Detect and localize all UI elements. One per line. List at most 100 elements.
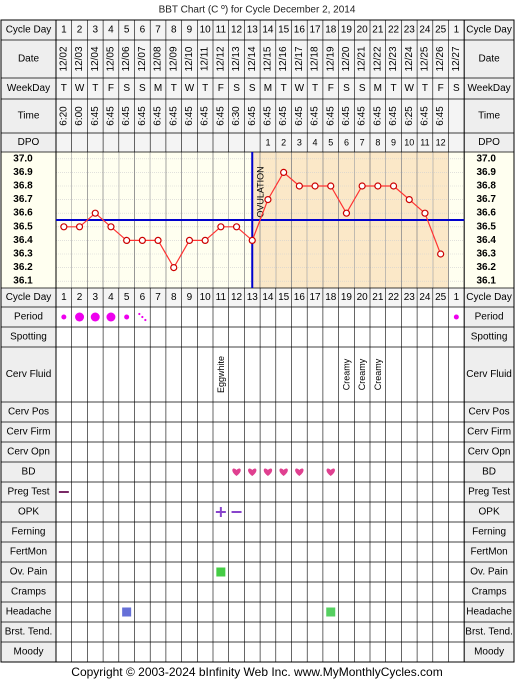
date-cell: 12/11 <box>200 46 211 71</box>
temperature-point <box>107 223 115 231</box>
temperature-point <box>232 223 241 231</box>
cycle-day-cell-bottom: 3 <box>92 292 98 303</box>
cycle-day-cell: 15 <box>278 25 290 36</box>
row-label-bg-right <box>464 402 514 422</box>
temperature-point <box>123 236 131 244</box>
time-cell: 6:45 <box>168 106 179 126</box>
cycle-day-cell: 18 <box>325 25 337 36</box>
cycle-day-cell: 2 <box>77 25 83 36</box>
date-cell: 12/04 <box>90 46 101 71</box>
dpo-cell: 4 <box>313 138 318 148</box>
date-cell: 12/02 <box>58 46 69 71</box>
temp-label-left: 37.0 <box>13 153 33 164</box>
date-cell: 12/24 <box>404 46 415 71</box>
date-cell: 12/05 <box>105 46 116 71</box>
date-cell: 12/23 <box>388 46 399 71</box>
row-label-bg-right <box>464 133 514 152</box>
period-dot <box>75 312 85 322</box>
row-label-headache: Headache <box>6 607 52 618</box>
row-label-period: Period <box>14 312 43 323</box>
cycle-day-cell-bottom: 1 <box>454 292 460 303</box>
temp-label-right: 36.4 <box>476 235 496 246</box>
time-cell: 6:25 <box>404 106 415 126</box>
temp-label-right: 36.3 <box>476 249 496 260</box>
row-label-cycle-day-right: Cycle Day <box>466 292 512 303</box>
row-label-bg-left <box>1 502 56 522</box>
row-label-cerv-opn-right: Cerv Opn <box>468 447 511 458</box>
temperature-point <box>358 182 366 190</box>
row-label-bg-left <box>1 99 56 133</box>
cycle-day-cell: 22 <box>388 25 400 36</box>
cycle-day-cell: 1 <box>61 25 67 36</box>
time-cell: 6:45 <box>137 106 148 126</box>
row-label-bg-left <box>1 347 56 402</box>
row-label-bg-left <box>1 542 56 562</box>
date-cell: 12/19 <box>325 46 336 71</box>
heart-icon <box>232 468 241 476</box>
time-cell: 6:45 <box>200 106 211 126</box>
heart-icon <box>295 468 304 476</box>
row-label-cycle-day: Cycle Day <box>6 292 52 303</box>
date-cell: 12/07 <box>137 46 148 71</box>
weekday-cell: F <box>438 83 444 94</box>
time-cell: 6:45 <box>105 106 116 126</box>
cycle-day-cell: 8 <box>171 25 177 36</box>
temp-label-left: 36.3 <box>13 249 33 260</box>
temperature-point <box>311 182 319 190</box>
row-label-bg-left <box>1 327 56 347</box>
dpo-cell: 5 <box>328 138 333 148</box>
cycle-day-cell: 7 <box>155 25 161 36</box>
spotting-dot <box>141 315 144 319</box>
temp-label-right: 36.8 <box>476 181 496 192</box>
dpo-cell: 6 <box>344 138 349 148</box>
row-label-fertmon: FertMon <box>10 547 47 558</box>
temp-label-right: 36.9 <box>476 167 496 178</box>
cerv-fluid-cell: Eggwhite <box>216 356 226 393</box>
cycle-day-cell-bottom: 4 <box>108 292 114 303</box>
row-label-date-right: Date <box>479 54 501 65</box>
temp-label-left: 36.2 <box>13 262 33 273</box>
ov-pain-marker <box>216 567 226 577</box>
cycle-day-cell: 25 <box>435 25 447 36</box>
row-label-opk-right: OPK <box>479 507 500 518</box>
chart-title: BBT Chart (C º) for Cycle December 2, 20… <box>159 5 356 16</box>
row-label-bg-right <box>464 522 514 542</box>
row-label-bg-right <box>464 422 514 442</box>
row-label-ferning: Ferning <box>12 527 46 538</box>
dpo-cell: 10 <box>404 138 414 148</box>
temperature-point <box>170 264 178 272</box>
row-label-time-right: Time <box>478 111 500 122</box>
cycle-day-cell: 5 <box>124 25 130 36</box>
cycle-day-cell-bottom: 24 <box>419 292 431 303</box>
row-label-bg-left <box>1 442 56 462</box>
temp-label-right: 36.1 <box>476 276 496 287</box>
date-cell: 12/25 <box>419 46 430 71</box>
weekday-cell: S <box>123 83 130 94</box>
time-cell: 6:00 <box>74 106 85 126</box>
row-label-period-right: Period <box>475 312 504 323</box>
cycle-day-cell: 9 <box>187 25 193 36</box>
date-cell: 12/21 <box>357 46 368 71</box>
row-label-bg-left <box>1 582 56 602</box>
cycle-day-cell-bottom: 9 <box>187 292 193 303</box>
weekday-cell: S <box>139 83 146 94</box>
temp-label-left: 36.7 <box>13 194 33 205</box>
row-label-cerv-firm: Cerv Firm <box>7 427 51 438</box>
row-label-bg-left <box>1 562 56 582</box>
row-label-cerv-fluid-right: Cerv Fluid <box>466 369 512 380</box>
date-cell: 12/10 <box>184 46 195 71</box>
period-dot <box>124 314 130 320</box>
row-label-cerv-firm-right: Cerv Firm <box>467 427 511 438</box>
cycle-day-cell: 19 <box>341 25 353 36</box>
row-label-bg-left <box>1 133 56 152</box>
row-label-bg-left <box>1 522 56 542</box>
row-label-moody: Moody <box>13 647 43 658</box>
row-label-bg-left <box>1 20 56 40</box>
date-cell: 12/17 <box>294 46 305 71</box>
time-cell: 6:45 <box>278 106 289 126</box>
time-cell: 6:45 <box>121 106 132 126</box>
weekday-cell: M <box>374 83 382 94</box>
temperature-point <box>154 236 162 244</box>
row-label-preg-test-right: Preg Test <box>468 487 510 498</box>
